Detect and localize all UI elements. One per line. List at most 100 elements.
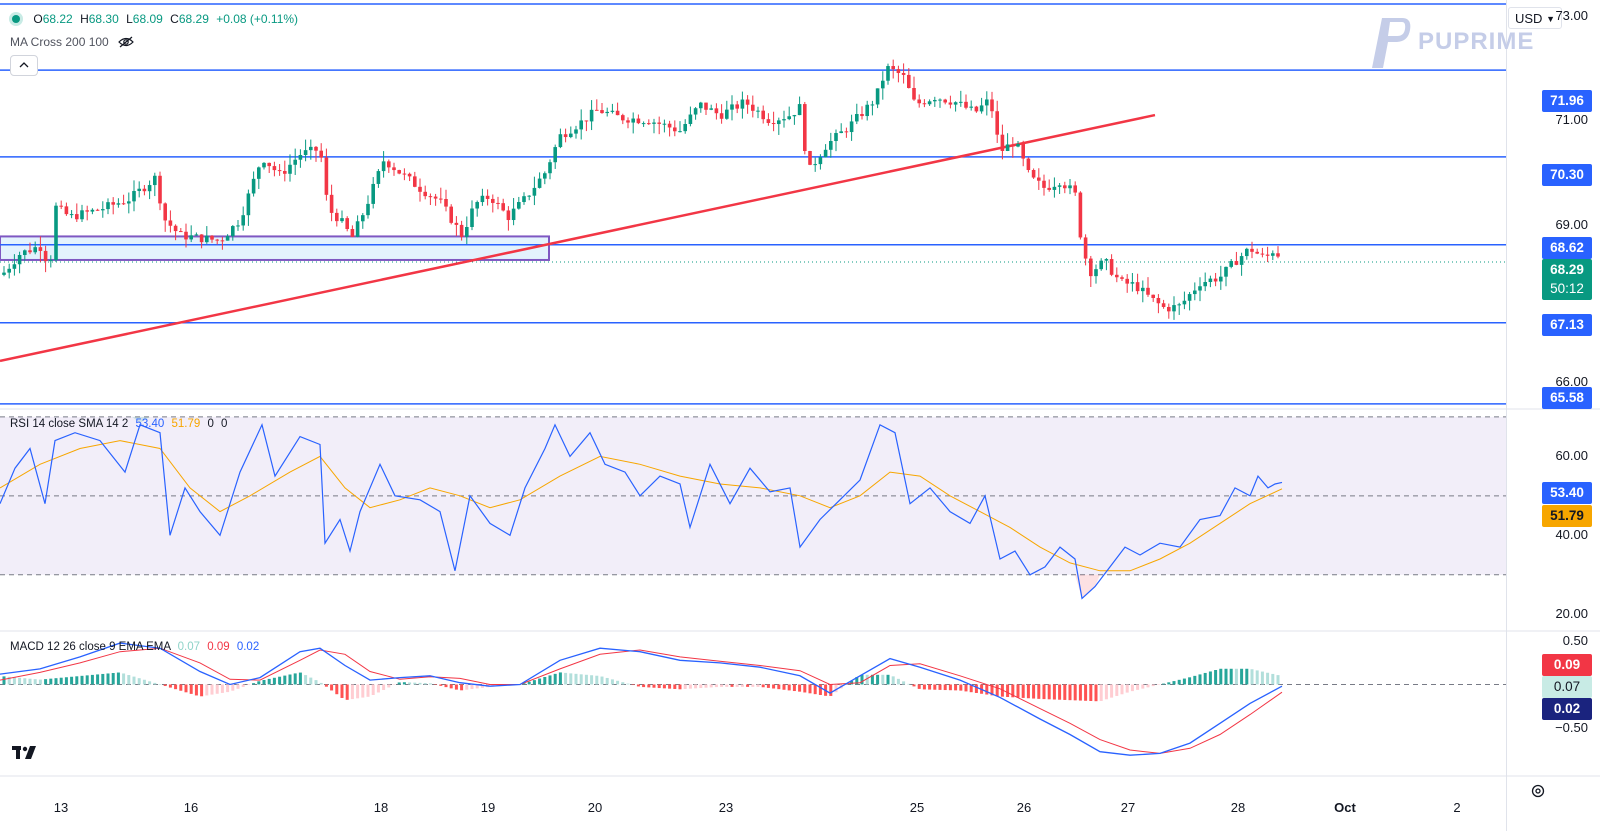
macd-histogram-bar — [267, 678, 271, 685]
candle-body — [475, 202, 479, 209]
candle-body — [1120, 277, 1124, 279]
chevron-up-icon — [19, 62, 29, 68]
macd-histogram-bar — [964, 684, 968, 692]
candle-body — [366, 203, 370, 216]
candle-body — [849, 121, 854, 133]
macd-hist-value: 0.07 — [177, 641, 201, 653]
time-tick-label: 25 — [909, 800, 925, 815]
macd-histogram-bar — [891, 676, 895, 685]
open-label: O — [33, 12, 43, 26]
macd-histogram-bar — [356, 684, 360, 699]
macd-histogram-bar — [1084, 684, 1088, 701]
candle-body — [418, 186, 422, 192]
price-tick-label: 66.00 — [1555, 373, 1588, 389]
macd-histogram-bar — [652, 684, 656, 688]
candle-body — [808, 150, 812, 165]
rsi-upper-value: 0 — [207, 418, 214, 430]
macd-histogram-bar — [1276, 675, 1280, 685]
indicator-legend[interactable]: MA Cross 200 100 — [10, 35, 134, 49]
candle-body — [101, 209, 105, 211]
candle-body — [886, 66, 890, 81]
macd-title: MACD 12 26 close 9 EMA EMA — [10, 641, 171, 653]
macd-histogram-bar — [756, 684, 760, 687]
candle-body — [662, 123, 667, 125]
macd-histogram-bar — [174, 684, 178, 690]
macd-histogram-bar — [527, 681, 531, 685]
candle-body — [1073, 185, 1077, 193]
time-tick-label: 28 — [1230, 800, 1246, 815]
macd-histogram-bar — [595, 675, 599, 685]
macd-histogram-bar — [96, 674, 100, 685]
macd-histogram-bar — [751, 684, 755, 687]
macd-histogram-bar — [584, 674, 588, 685]
eye-crossed-icon[interactable] — [118, 36, 134, 48]
macd-histogram-bar — [262, 679, 266, 685]
macd-histogram-bar — [636, 684, 640, 687]
macd-histogram-bar — [142, 679, 146, 685]
candle-body — [501, 203, 505, 211]
macd-histogram-bar — [127, 675, 131, 685]
macd-histogram-bar — [657, 684, 661, 689]
candle-body — [631, 118, 635, 123]
candle-body — [917, 99, 921, 104]
candle-body — [246, 193, 251, 216]
macd-histogram-bar — [49, 678, 53, 685]
candle-body — [1011, 144, 1015, 147]
candle-body — [262, 162, 266, 168]
macd-histogram-bar — [990, 684, 994, 696]
candle-body — [1224, 266, 1228, 277]
macd-histogram-bar — [1245, 668, 1249, 685]
candle-body — [127, 201, 131, 204]
level-tag-67-13: 67.13 — [1542, 314, 1592, 336]
candle-body — [179, 231, 183, 233]
rsi-legend[interactable]: RSI 14 close SMA 14 2 53.40 51.79 0 0 — [10, 418, 227, 430]
candle-body — [912, 87, 916, 100]
macd-histogram-bar — [324, 684, 328, 687]
macd-histogram-bar — [647, 684, 651, 688]
macd-histogram-bar — [33, 679, 37, 685]
candle-body — [563, 134, 568, 138]
tradingview-logo-icon — [12, 746, 36, 759]
macd-histogram-bar — [397, 682, 401, 685]
macd-histogram-bar — [678, 684, 682, 690]
macd-histogram-bar — [288, 674, 292, 685]
macd-histogram-bar — [610, 679, 614, 685]
macd-histogram-bar — [309, 677, 313, 685]
macd-histogram-bar — [1099, 684, 1103, 701]
macd-histogram-bar — [1032, 684, 1036, 699]
macd-histogram-bar — [818, 684, 822, 695]
candle-body — [428, 196, 433, 198]
candle-body — [335, 212, 339, 222]
candle-body — [1208, 278, 1213, 283]
macd-histogram-bar — [683, 684, 687, 689]
candle-body — [381, 161, 386, 172]
candle-body — [205, 235, 209, 243]
candle-body — [340, 218, 344, 222]
macd-histogram-bar — [688, 684, 692, 689]
rsi-sma-current-tag: 51.79 — [1542, 505, 1592, 527]
macd-histogram-bar — [860, 674, 864, 685]
macd-histogram-bar — [28, 678, 32, 685]
macd-histogram-bar — [137, 678, 141, 685]
symbol-status-dot — [12, 15, 20, 23]
candle-body — [1026, 158, 1031, 170]
candle-body — [761, 110, 765, 120]
macd-histogram-bar — [917, 684, 921, 689]
macd-histogram-bar — [1068, 684, 1072, 701]
macd-histogram-bar — [928, 684, 932, 690]
macd-histogram-bar — [704, 684, 708, 688]
level-tag-65-58: 65.58 — [1542, 387, 1592, 409]
candle-body — [225, 236, 230, 241]
candle-body — [621, 115, 625, 121]
candle-body — [1089, 258, 1093, 277]
macd-histogram-bar — [668, 684, 672, 689]
gear-icon[interactable] — [1530, 783, 1546, 799]
macd-legend[interactable]: MACD 12 26 close 9 EMA EMA 0.07 0.09 0.0… — [10, 641, 259, 653]
currency-selector[interactable]: USD ▼ — [1508, 7, 1562, 29]
macd-histogram-bar — [792, 684, 796, 692]
candle-body — [1125, 278, 1129, 284]
candle-body — [153, 175, 157, 186]
collapse-legend-button[interactable] — [10, 55, 38, 76]
